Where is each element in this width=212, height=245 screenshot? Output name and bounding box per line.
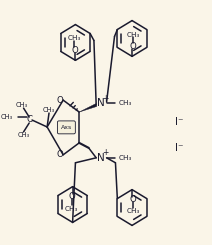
Text: CH₃: CH₃ — [126, 208, 140, 214]
Text: N: N — [97, 153, 105, 163]
Text: O: O — [56, 150, 63, 159]
Text: CH₃: CH₃ — [1, 114, 13, 120]
Text: O: O — [130, 42, 136, 51]
Text: +: + — [102, 148, 109, 157]
Text: O: O — [71, 46, 78, 55]
Text: CH₃: CH₃ — [119, 100, 132, 106]
Text: CH₃: CH₃ — [16, 102, 28, 108]
Text: +: + — [102, 94, 109, 103]
Polygon shape — [79, 104, 97, 112]
Text: N: N — [97, 98, 105, 108]
Text: CH₃: CH₃ — [17, 132, 30, 138]
Text: C: C — [26, 114, 32, 123]
Text: CH₃: CH₃ — [68, 36, 81, 41]
Text: O: O — [68, 192, 75, 201]
Text: O: O — [56, 96, 63, 105]
Text: I⁻: I⁻ — [175, 117, 183, 127]
Text: CH₃: CH₃ — [65, 206, 78, 211]
Text: I⁻: I⁻ — [175, 143, 183, 153]
Text: Axs: Axs — [61, 125, 72, 130]
Text: CH₃: CH₃ — [43, 107, 55, 113]
Text: CH₃: CH₃ — [126, 32, 140, 37]
FancyBboxPatch shape — [57, 121, 75, 134]
Text: O: O — [130, 195, 136, 204]
Text: CH₃: CH₃ — [119, 155, 132, 161]
